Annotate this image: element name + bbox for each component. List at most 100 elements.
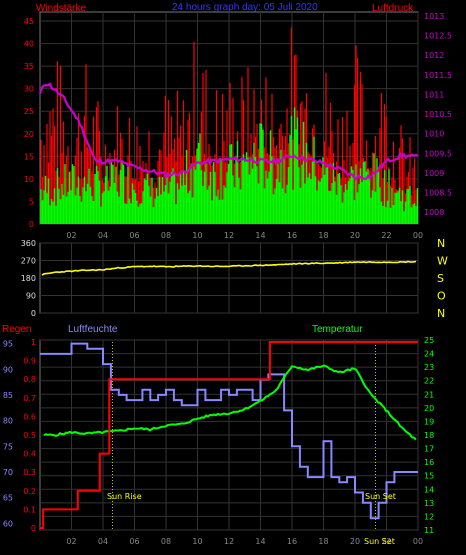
pressure-y-tick-label: 1012 <box>424 51 444 60</box>
sun-rise-annotation: Sun Rise <box>107 492 142 501</box>
rain-y-tick-label: 0.2 <box>23 487 36 496</box>
wind-direction-series <box>41 260 417 276</box>
humidity-y-tick-label: 75 <box>3 442 13 451</box>
wind-panel-x-tick-label: 18 <box>318 231 328 240</box>
rain-y-tick-label: 0.7 <box>23 394 36 403</box>
pressure-y-tick-label: 1008.5 <box>424 189 452 198</box>
wind-y-tick-label: 0 <box>29 220 34 229</box>
pressure-axis-label: Luftdruck <box>372 3 414 14</box>
humidity-y-tick-label: 65 <box>3 494 13 503</box>
temperature-axis-label: Temperatur <box>312 324 363 335</box>
temperature-y-tick-label: 19 <box>424 417 434 426</box>
temperature-y-tick-label: 13 <box>424 499 434 508</box>
wind-panel-x-tick-label: 16 <box>287 231 297 240</box>
direction-y-tick-label: 0 <box>31 309 36 318</box>
climate-panel-x-tick-label: 14 <box>255 537 265 546</box>
wind-y-tick-label: 35 <box>24 62 34 71</box>
temperature-y-tick-label: 17 <box>424 445 434 454</box>
compass-label: N <box>437 237 445 250</box>
humidity-y-tick-label: 95 <box>3 340 13 349</box>
climate-panel-x-tick-label: 12 <box>224 537 234 546</box>
rain-y-tick-label: 0.4 <box>23 450 36 459</box>
climate-panel-x-tick-label: 00 <box>413 537 423 546</box>
wind-panel-x-tick-label: 14 <box>255 231 265 240</box>
wind-panel-x-tick-label: 08 <box>161 231 171 240</box>
climate-panel-x-tick-label: 22 <box>381 537 391 546</box>
temperature-y-tick-label: 18 <box>424 431 434 440</box>
climate-panel-x-tick-label: 02 <box>66 537 76 546</box>
sun-set-annotation: Sun Set <box>365 492 396 501</box>
temperature-y-tick-label: 12 <box>424 512 434 521</box>
rain-humidity-temperature-panel: 02 04 06 08 10 12 14 16 18 20 22 001112131415161718… <box>3 336 434 546</box>
temperature-y-tick-label: 24 <box>424 350 434 359</box>
climate-panel-x-tick-label: 18 <box>318 537 328 546</box>
pressure-y-tick-label: 1011 <box>424 90 444 99</box>
climate-panel-x-tick-label: 06 <box>129 537 139 546</box>
wind-panel-x-tick-label: 10 <box>192 231 202 240</box>
wind-y-tick-label: 20 <box>24 130 34 139</box>
compass-label: O <box>437 290 446 303</box>
temperature-y-tick-label: 23 <box>424 363 434 372</box>
wind-panel-x-tick-label: 20 <box>350 231 360 240</box>
wind-y-tick-label: 15 <box>24 152 34 161</box>
pressure-series <box>38 82 419 181</box>
rain-series <box>40 341 418 529</box>
temperature-y-tick-label: 14 <box>424 485 434 494</box>
rain-y-tick-label: 0.5 <box>23 431 36 440</box>
humidity-y-tick-label: 90 <box>3 365 13 374</box>
wind-panel-x-tick-label: 02 <box>66 231 76 240</box>
pressure-y-tick-label: 1008 <box>424 208 444 217</box>
climate-panel-x-tick-label: 16 <box>287 537 297 546</box>
compass-label: S <box>437 272 444 285</box>
pressure-y-tick-label: 1009 <box>424 169 444 178</box>
wind-y-tick-label: 10 <box>24 175 34 184</box>
pressure-y-tick-label: 1012.5 <box>424 32 452 41</box>
temperature-y-tick-label: 25 <box>424 336 434 345</box>
direction-y-tick-label: 270 <box>21 257 36 266</box>
temperature-y-tick-label: 16 <box>424 458 434 467</box>
temperature-y-tick-label: 22 <box>424 377 434 386</box>
rain-y-tick-label: 0.3 <box>23 468 36 477</box>
wind-panel-x-tick-label: 12 <box>224 231 234 240</box>
humidity-series <box>40 342 418 520</box>
wind-y-tick-label: 5 <box>29 197 34 206</box>
climate-panel-x-tick-label: 08 <box>161 537 171 546</box>
climate-panel-x-tick-label: 04 <box>98 537 108 546</box>
wind-y-tick-label: 40 <box>24 40 34 49</box>
wind-panel-x-tick-label: 22 <box>381 231 391 240</box>
direction-y-tick-label: 360 <box>21 239 36 248</box>
pressure-y-tick-label: 1010 <box>424 130 444 139</box>
compass-label: N <box>437 307 445 320</box>
temperature-series <box>43 364 417 441</box>
humidity-y-tick-label: 80 <box>3 417 13 426</box>
rain-y-tick-label: 0.6 <box>23 412 36 421</box>
temperature-y-tick-label: 20 <box>424 404 434 413</box>
compass-label: W <box>437 255 448 268</box>
wind-pressure-panel: 02 04 06 08 10 12 14 16 18 20 22 000510152025303540… <box>24 11 452 240</box>
humidity-y-tick-label: 60 <box>3 519 13 528</box>
temperature-y-tick-label: 15 <box>424 472 434 481</box>
rain-y-tick-label: 0.9 <box>23 357 36 366</box>
direction-y-tick-label: 180 <box>21 274 36 283</box>
rain-y-tick-label: 0.1 <box>23 505 36 514</box>
wind-axis-label: Windstärke <box>36 3 86 14</box>
climate-panel-x-tick-label: 20 <box>350 537 360 546</box>
wind-y-tick-label: 25 <box>24 107 34 116</box>
temperature-y-tick-label: 21 <box>424 390 434 399</box>
rain-axis-label: Regen <box>2 324 31 335</box>
temperature-y-tick-label: 11 <box>424 526 434 535</box>
wind-y-tick-label: 45 <box>24 17 34 26</box>
wind-panel-x-tick-label: 04 <box>98 231 108 240</box>
wind-y-tick-label: 30 <box>24 85 34 94</box>
sun-set-annotation-axis: Sun Set <box>364 537 395 546</box>
rain-y-tick-label: 0.8 <box>23 375 36 384</box>
pressure-y-tick-label: 1013 <box>424 12 444 21</box>
rain-y-tick-label: 0 <box>31 524 36 533</box>
wind-panel-x-tick-label: 00 <box>413 231 423 240</box>
direction-y-tick-label: 90 <box>26 292 36 301</box>
pressure-y-tick-label: 1011.5 <box>424 71 452 80</box>
humidity-axis-label: Luftfeuchte <box>68 324 118 335</box>
humidity-y-tick-label: 85 <box>3 391 13 400</box>
